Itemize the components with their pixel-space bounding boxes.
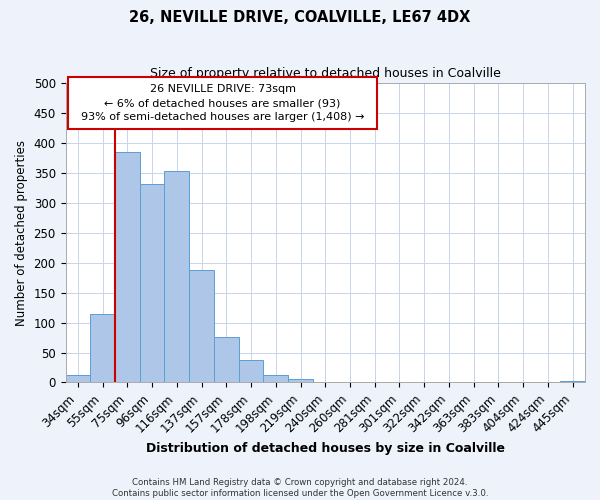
Bar (263, 376, 288, 382)
Bar (164, 171, 189, 382)
Bar (189, 270, 214, 382)
Bar (288, 379, 313, 382)
Y-axis label: Number of detached properties: Number of detached properties (15, 140, 28, 326)
Title: Size of property relative to detached houses in Coalville: Size of property relative to detached ho… (150, 68, 501, 80)
Bar (140, 184, 164, 382)
Bar (214, 337, 239, 382)
X-axis label: Distribution of detached houses by size in Coalville: Distribution of detached houses by size … (146, 442, 505, 455)
Text: Contains HM Land Registry data © Crown copyright and database right 2024.
Contai: Contains HM Land Registry data © Crown c… (112, 478, 488, 498)
Bar (65, 376, 90, 382)
FancyBboxPatch shape (68, 77, 377, 130)
Text: 26 NEVILLE DRIVE: 73sqm
← 6% of detached houses are smaller (93)
93% of semi-det: 26 NEVILLE DRIVE: 73sqm ← 6% of detached… (81, 84, 364, 122)
Text: 26, NEVILLE DRIVE, COALVILLE, LE67 4DX: 26, NEVILLE DRIVE, COALVILLE, LE67 4DX (130, 10, 470, 25)
Bar (239, 360, 263, 382)
Bar (115, 152, 140, 382)
Bar (90, 314, 115, 382)
